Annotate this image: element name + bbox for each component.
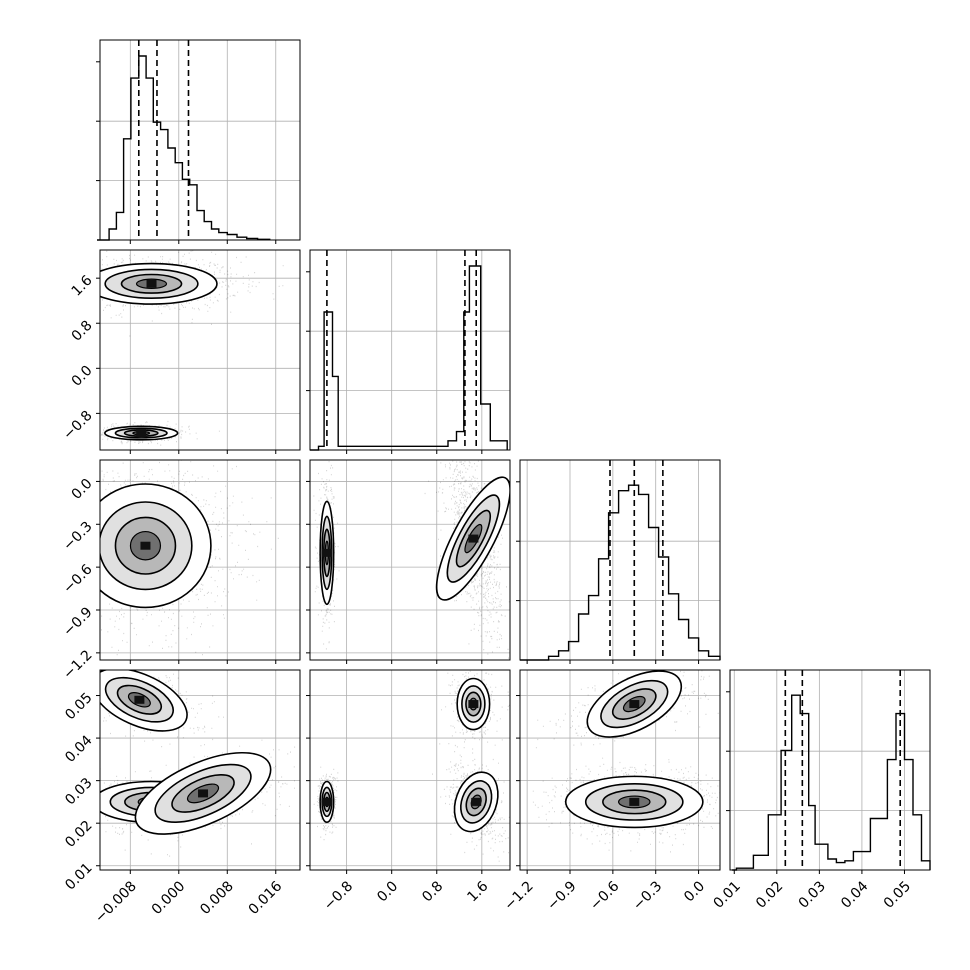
panel-3-0: −0.008 0.000 0.008 0.016 0.01 0.02 0.03 0.04 0.0… [62, 669, 301, 926]
histogram-step [520, 484, 721, 661]
panel-1-1 [306, 249, 511, 454]
panel-0-0 [96, 39, 301, 244]
panel-content [313, 460, 510, 660]
x-tick-label: −1.2 [501, 878, 536, 913]
panel-bg [100, 40, 300, 240]
panel-1-0: −0.8 0.0 0.8 1.6 [60, 249, 301, 454]
panel-frame [99, 459, 301, 661]
x-tick-label: −0.008 [92, 878, 140, 926]
density-peak [321, 797, 332, 806]
x-tick-label: 0.0 [374, 878, 401, 905]
histogram-step [97, 55, 271, 241]
x-tick-label: 0.8 [419, 878, 446, 905]
x-tick-label: 0.01 [711, 878, 744, 911]
panel-frame [729, 669, 931, 871]
x-tick-label: −0.8 [321, 878, 356, 913]
panel-frame [309, 459, 511, 661]
x-tick-label: −0.9 [544, 878, 579, 913]
x-tick-label: 0.04 [838, 878, 871, 911]
density-peak [140, 541, 151, 550]
panel-frame [519, 669, 721, 871]
histogram-step [732, 694, 931, 871]
density-peak [629, 797, 640, 806]
panel-2-2 [516, 459, 721, 664]
panel-2-0: −1.2 −0.9 −0.6 −0.3 0.0 [60, 459, 301, 683]
x-tick-label: −0.6 [587, 878, 622, 913]
density-peak [468, 700, 479, 709]
panel-content [100, 670, 296, 857]
y-tick-label: 1.6 [69, 272, 96, 299]
y-tick-label: 0.05 [62, 690, 95, 723]
density-peak [321, 548, 332, 557]
y-tick-label: 0.03 [62, 775, 95, 808]
density-peak [134, 695, 145, 704]
panel-frame [99, 39, 301, 241]
x-tick-label: 0.008 [197, 878, 237, 918]
histogram-step [310, 265, 508, 451]
y-tick-label: −1.2 [60, 647, 95, 682]
y-tick-label: 0.0 [69, 363, 96, 390]
panel-frame [99, 669, 301, 871]
panel-bg [520, 460, 720, 660]
density-peak [468, 534, 479, 543]
panel-content [100, 250, 284, 446]
y-tick-label: −0.3 [60, 519, 95, 554]
y-tick-label: 0.0 [69, 476, 96, 503]
x-tick-label: 0.0 [681, 878, 708, 905]
density-peak [629, 700, 640, 709]
panel-2-1 [306, 459, 511, 664]
y-tick-label: −0.9 [60, 604, 95, 639]
x-tick-label: 0.03 [796, 878, 829, 911]
y-tick-label: −0.8 [60, 408, 95, 443]
panel-content [100, 460, 279, 656]
y-tick-label: 0.01 [62, 860, 95, 893]
x-tick-label: 0.016 [246, 878, 286, 918]
panel-bg [730, 670, 930, 870]
y-tick-label: 0.04 [62, 732, 95, 765]
x-tick-label: 0.05 [881, 878, 914, 911]
density-peak [471, 797, 482, 806]
panel-3-1: −0.8 0.0 0.8 1.6 [306, 669, 511, 914]
panel-frame [519, 459, 721, 661]
panel-frame [99, 249, 301, 451]
panel-content [532, 670, 720, 853]
density-peak [136, 429, 147, 438]
y-tick-label: 0.02 [62, 818, 95, 851]
panel-frame [309, 669, 511, 871]
x-tick-label: −0.3 [630, 878, 665, 913]
density-peak [198, 789, 209, 798]
x-tick-label: 1.6 [464, 878, 491, 905]
y-tick-label: 0.8 [69, 318, 96, 345]
panel-content [313, 670, 510, 862]
panel-3-2: −1.2 −0.9 −0.6 −0.3 0.0 [501, 669, 721, 914]
panel-frame [309, 249, 511, 451]
x-tick-label: 0.02 [753, 878, 786, 911]
x-tick-label: 0.000 [149, 878, 189, 918]
density-peak [146, 279, 157, 288]
panel-3-3: 0.01 0.02 0.03 0.04 0.05 [711, 669, 931, 912]
y-tick-label: −0.6 [60, 561, 95, 596]
